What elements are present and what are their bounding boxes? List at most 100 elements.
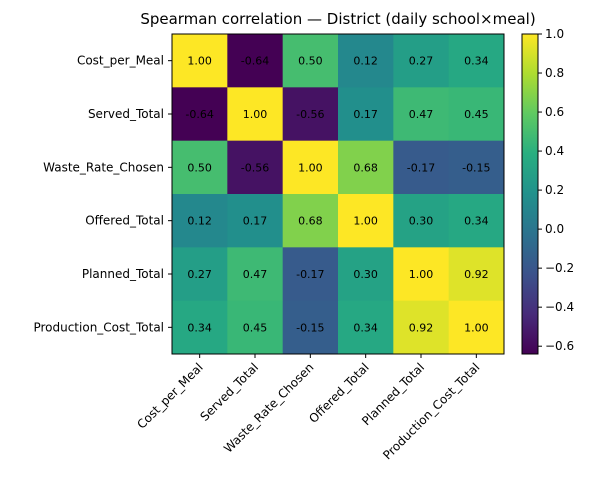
heatmap-cell-3-5 — [448, 194, 505, 248]
cell-value-label: 0.45 — [243, 321, 268, 334]
heatmap-cell-1-5 — [448, 87, 505, 142]
heatmap-cell-4-3 — [338, 247, 394, 302]
y-tick-label: Offered_Total — [85, 214, 164, 228]
cell-value-label: 0.68 — [298, 215, 323, 228]
heatmap-cell-1-1 — [227, 87, 284, 142]
cell-value-label: -0.64 — [241, 55, 269, 68]
heatmap-cell-4-1 — [227, 247, 284, 302]
cell-value-label: 1.00 — [187, 55, 212, 68]
y-axis: Cost_per_Meal Served_Total Waste_Rate_Chos… — [33, 54, 172, 334]
cell-value-label: 0.92 — [409, 321, 434, 334]
heatmap-cell-4-4 — [393, 247, 450, 302]
heatmap-cell-0-1 — [227, 34, 284, 88]
cell-value-label: -0.64 — [185, 108, 213, 121]
cell-value-label: 0.27 — [409, 55, 434, 68]
x-tick-label: Waste_Rate_Chosen — [221, 360, 316, 455]
heatmap-cell-0-0 — [172, 34, 228, 88]
colorbar-tick-label: 0.4 — [545, 144, 564, 158]
colorbar-axis: 1.0 0.8 0.6 0.4 0.2 0.0 −0.2 −0.4 −0.6 — [538, 27, 574, 353]
cell-value-label: 0.50 — [187, 161, 212, 174]
cell-value-label: 0.12 — [353, 55, 378, 68]
heatmap-cell-4-5 — [448, 247, 505, 302]
heatmap-cell-0-5 — [448, 34, 505, 88]
cell-value-label: 1.00 — [298, 161, 323, 174]
x-tick-label: Cost_per_Meal — [134, 360, 205, 431]
cell-value-label: 0.17 — [353, 108, 378, 121]
colorbar-tick-label: 0.6 — [545, 105, 564, 119]
cell-value-label: 0.68 — [353, 161, 378, 174]
colorbar-frame — [521, 33, 539, 355]
cell-value-label: 0.47 — [409, 108, 434, 121]
heatmap-cell-4-2 — [282, 247, 339, 302]
cell-value-label: 0.92 — [464, 268, 489, 281]
heatmap-cell-5-3 — [338, 300, 394, 355]
cell-value-label: -0.56 — [296, 108, 324, 121]
y-tick-label: Waste_Rate_Chosen — [43, 160, 164, 174]
heatmap-cell-1-4 — [393, 87, 450, 142]
colorbar-tick-label: 0.2 — [545, 183, 564, 197]
heatmap-cell-3-4 — [393, 194, 450, 248]
colorbar-tick-label: 0.0 — [545, 222, 564, 236]
colorbar-tick-label: −0.4 — [545, 300, 574, 314]
cell-value-label: 0.34 — [187, 321, 212, 334]
heatmap-cell-5-5 — [448, 300, 505, 355]
heatmap-cell-2-2 — [282, 140, 339, 195]
cell-value-label: 0.12 — [187, 215, 212, 228]
y-tick-label: Cost_per_Meal — [77, 54, 164, 68]
y-tick-label: Production_Cost_Total — [33, 320, 164, 334]
cell-value-label: 0.30 — [353, 268, 378, 281]
colorbar-tick-label: 0.8 — [545, 66, 564, 80]
heatmap-cell-1-0 — [172, 87, 228, 142]
heatmap-cell-1-2 — [282, 87, 339, 142]
heatmap-cell-5-4 — [393, 300, 450, 355]
cell-value-label: -0.15 — [462, 161, 490, 174]
cell-value-label: -0.15 — [296, 321, 324, 334]
cell-value-label: 0.27 — [187, 268, 212, 281]
heatmap-cell-5-0 — [172, 300, 228, 355]
cell-value-label: -0.17 — [407, 161, 435, 174]
heatmap-cell-1-3 — [338, 87, 394, 142]
cell-value-label: 0.50 — [298, 55, 323, 68]
x-axis: Cost_per_MealServed_TotalWaste_Rate_Chos… — [134, 354, 482, 462]
y-tick-label: Served_Total — [88, 107, 164, 121]
cell-value-label: 0.17 — [243, 215, 268, 228]
cell-value-label: -0.56 — [241, 161, 269, 174]
cell-value-label: 0.45 — [464, 108, 489, 121]
heatmap-cells — [172, 34, 505, 355]
colorbar — [522, 34, 538, 354]
heatmap-cell-3-1 — [227, 194, 284, 248]
colorbar-tick-label: 1.0 — [545, 27, 564, 41]
cell-value-label: 1.00 — [464, 321, 489, 334]
heatmap-cell-2-1 — [227, 140, 284, 195]
plot-frame — [171, 33, 505, 355]
heatmap-cell-labels: 1.00 -0.64 0.50 0.12 0.27 0.34 -0.64 1.00 -0.56 0… — [185, 55, 490, 335]
heatmap-cell-2-0 — [172, 140, 228, 195]
heatmap-cell-4-0 — [172, 247, 228, 302]
cell-value-label: 0.34 — [464, 215, 489, 228]
y-tick-label: Planned_Total — [82, 267, 164, 281]
chart-title: Spearman correlation — District (daily s… — [140, 10, 535, 28]
x-tick-label: Production_Cost_Total — [380, 360, 482, 462]
heatmap-cell-5-1 — [227, 300, 284, 355]
heatmap-cell-2-5 — [448, 140, 505, 195]
cell-value-label: 0.34 — [464, 55, 489, 68]
heatmap-cell-5-2 — [282, 300, 339, 355]
cell-value-label: -0.17 — [296, 268, 324, 281]
colorbar-tick-label: −0.6 — [545, 339, 574, 353]
heatmap-cell-3-0 — [172, 194, 228, 248]
cell-value-label: 0.34 — [353, 321, 378, 334]
heatmap-cell-0-4 — [393, 34, 450, 88]
colorbar-tick-label: −0.2 — [545, 261, 574, 275]
heatmap-cell-2-4 — [393, 140, 450, 195]
cell-value-label: 1.00 — [353, 215, 378, 228]
heatmap-cell-0-3 — [338, 34, 394, 88]
cell-value-label: 0.47 — [243, 268, 268, 281]
cell-value-label: 1.00 — [243, 108, 268, 121]
heatmap-cell-0-2 — [282, 34, 339, 88]
heatmap-cell-3-3 — [338, 194, 394, 248]
cell-value-label: 0.30 — [409, 215, 434, 228]
heatmap-cell-3-2 — [282, 194, 339, 248]
heatmap-cell-2-3 — [338, 140, 394, 195]
